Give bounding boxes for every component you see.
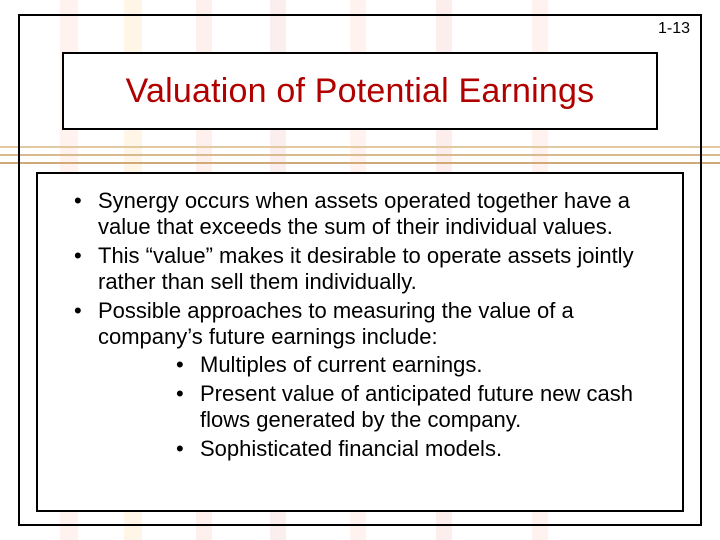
bullet-list: Synergy occurs when assets operated toge… — [56, 188, 664, 462]
sub-bullet-item: Multiples of current earnings. — [182, 352, 664, 378]
sub-bullet-item: Present value of anticipated future new … — [182, 381, 664, 434]
page-number: 1-13 — [658, 20, 690, 38]
sub-bullet-item: Sophisticated financial models. — [182, 436, 664, 462]
body-box: Synergy occurs when assets operated toge… — [36, 172, 684, 512]
slide-title: Valuation of Potential Earnings — [126, 72, 595, 111]
bullet-text: Possible approaches to measuring the val… — [98, 298, 574, 349]
sub-bullet-list: Multiples of current earnings. Present v… — [98, 352, 664, 462]
title-box: Valuation of Potential Earnings — [62, 52, 658, 130]
bullet-item: This “value” makes it desirable to opera… — [80, 243, 664, 296]
bullet-item: Synergy occurs when assets operated toge… — [80, 188, 664, 241]
bullet-item: Possible approaches to measuring the val… — [80, 298, 664, 462]
